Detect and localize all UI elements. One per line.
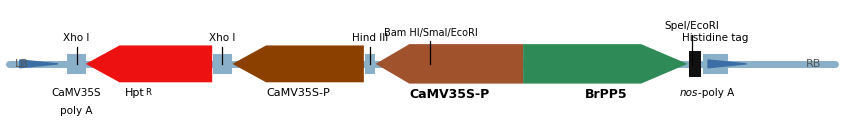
FancyArrow shape	[523, 44, 687, 84]
Text: Hpt: Hpt	[125, 88, 145, 98]
Text: Hind III: Hind III	[352, 33, 388, 43]
Polygon shape	[708, 60, 746, 68]
Text: Histidine tag: Histidine tag	[682, 33, 749, 43]
Polygon shape	[19, 60, 58, 68]
Text: BrPP5: BrPP5	[584, 88, 627, 101]
Text: Bam HI/SmaI/EcoRI: Bam HI/SmaI/EcoRI	[383, 28, 478, 38]
Bar	[689, 51, 701, 77]
Text: CaMV35S: CaMV35S	[51, 88, 101, 98]
Text: SpeI/EcoRI: SpeI/EcoRI	[664, 21, 719, 31]
Bar	[68, 54, 86, 74]
Text: CaMV35S-P: CaMV35S-P	[266, 88, 330, 98]
Text: Xho I: Xho I	[209, 33, 235, 43]
Bar	[702, 54, 728, 74]
Text: -poly A: -poly A	[698, 88, 734, 98]
Text: Xho I: Xho I	[63, 33, 89, 43]
Text: nos: nos	[680, 88, 698, 98]
Text: poly A: poly A	[60, 106, 93, 116]
Text: RB: RB	[806, 59, 821, 69]
Bar	[365, 54, 375, 74]
FancyArrow shape	[86, 45, 212, 82]
Text: LB: LB	[15, 59, 29, 69]
Text: R: R	[145, 88, 151, 97]
Text: CaMV35S-P: CaMV35S-P	[409, 88, 490, 101]
FancyArrow shape	[232, 45, 364, 82]
Bar	[213, 54, 231, 74]
FancyArrow shape	[376, 44, 523, 84]
